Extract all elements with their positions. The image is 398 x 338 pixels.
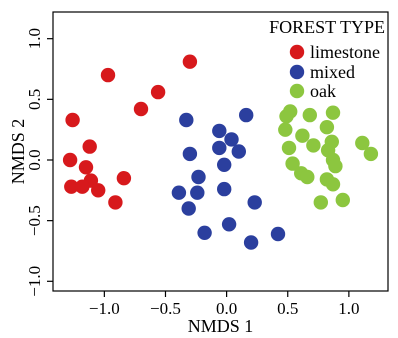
point-limestone — [150, 84, 166, 100]
point-mixed — [239, 107, 254, 123]
x-tick-label: −0.5 — [150, 299, 181, 318]
point-mixed — [217, 157, 232, 172]
point-limestone — [133, 101, 149, 117]
point-mixed — [217, 181, 232, 197]
point-oak — [319, 120, 335, 135]
point-oak — [325, 105, 341, 120]
point-oak — [335, 192, 350, 208]
point-limestone — [100, 67, 116, 83]
point-oak — [279, 109, 294, 124]
point-mixed — [247, 195, 262, 210]
point-mixed — [171, 185, 187, 200]
point-mixed — [231, 144, 246, 159]
point-mixed — [191, 169, 206, 185]
point-oak — [325, 177, 341, 192]
point-limestone — [116, 171, 132, 186]
y-tick-label: 0.5 — [25, 89, 44, 110]
x-tick-label: 1.0 — [338, 299, 359, 318]
point-mixed — [197, 225, 212, 240]
point-limestone — [91, 183, 106, 198]
point-limestone — [62, 152, 78, 168]
legend-title: FOREST TYPE — [269, 17, 385, 37]
data-points — [62, 54, 379, 250]
point-limestone — [108, 195, 123, 210]
point-mixed — [270, 226, 286, 242]
point-mixed — [181, 201, 196, 216]
y-tick-label: −1.0 — [25, 266, 44, 297]
point-oak — [278, 122, 293, 137]
point-oak — [355, 135, 370, 151]
point-limestone — [65, 112, 80, 128]
plot-border — [52, 11, 389, 292]
point-mixed — [243, 235, 259, 250]
point-oak — [363, 146, 379, 162]
point-mixed — [224, 132, 239, 147]
point-mixed — [179, 112, 194, 128]
legend-marker-limestone — [289, 44, 305, 60]
point-mixed — [190, 185, 205, 200]
legend-marker-oak — [289, 83, 305, 99]
x-tick-label: 0.0 — [216, 299, 237, 318]
y-axis-ticks: −1.0 −0.5 0.0 0.5 1.0 — [25, 28, 53, 297]
plot-frame — [52, 11, 389, 292]
y-tick-label: −0.5 — [25, 205, 44, 236]
point-limestone — [182, 54, 198, 69]
point-oak — [306, 138, 321, 153]
point-oak — [300, 169, 315, 185]
x-tick-label: −1.0 — [89, 299, 120, 318]
y-tick-label: 1.0 — [25, 28, 44, 49]
point-oak — [328, 158, 343, 174]
point-oak — [285, 156, 300, 171]
point-oak — [281, 140, 297, 156]
legend-marker-mixed — [289, 64, 305, 80]
y-tick-label: 0.0 — [25, 149, 44, 170]
point-mixed — [212, 140, 227, 156]
y-axis-title: NMDS 2 — [8, 119, 28, 185]
point-limestone — [75, 179, 90, 194]
point-limestone — [82, 139, 97, 154]
legend-label-oak: oak — [310, 81, 336, 101]
point-mixed — [212, 123, 227, 139]
point-mixed — [182, 146, 198, 162]
point-oak — [313, 195, 328, 210]
point-oak — [295, 128, 310, 143]
legend-label-mixed: mixed — [310, 62, 355, 82]
point-mixed — [221, 217, 237, 232]
legend-label-limestone: limestone — [310, 42, 380, 62]
x-axis-title: NMDS 1 — [188, 316, 254, 336]
point-limestone — [64, 179, 79, 194]
x-axis-ticks: −1.0 −0.5 0.0 0.5 1.0 — [89, 291, 360, 318]
point-oak — [302, 107, 317, 123]
x-tick-label: 0.5 — [277, 299, 298, 318]
point-limestone — [78, 160, 94, 175]
